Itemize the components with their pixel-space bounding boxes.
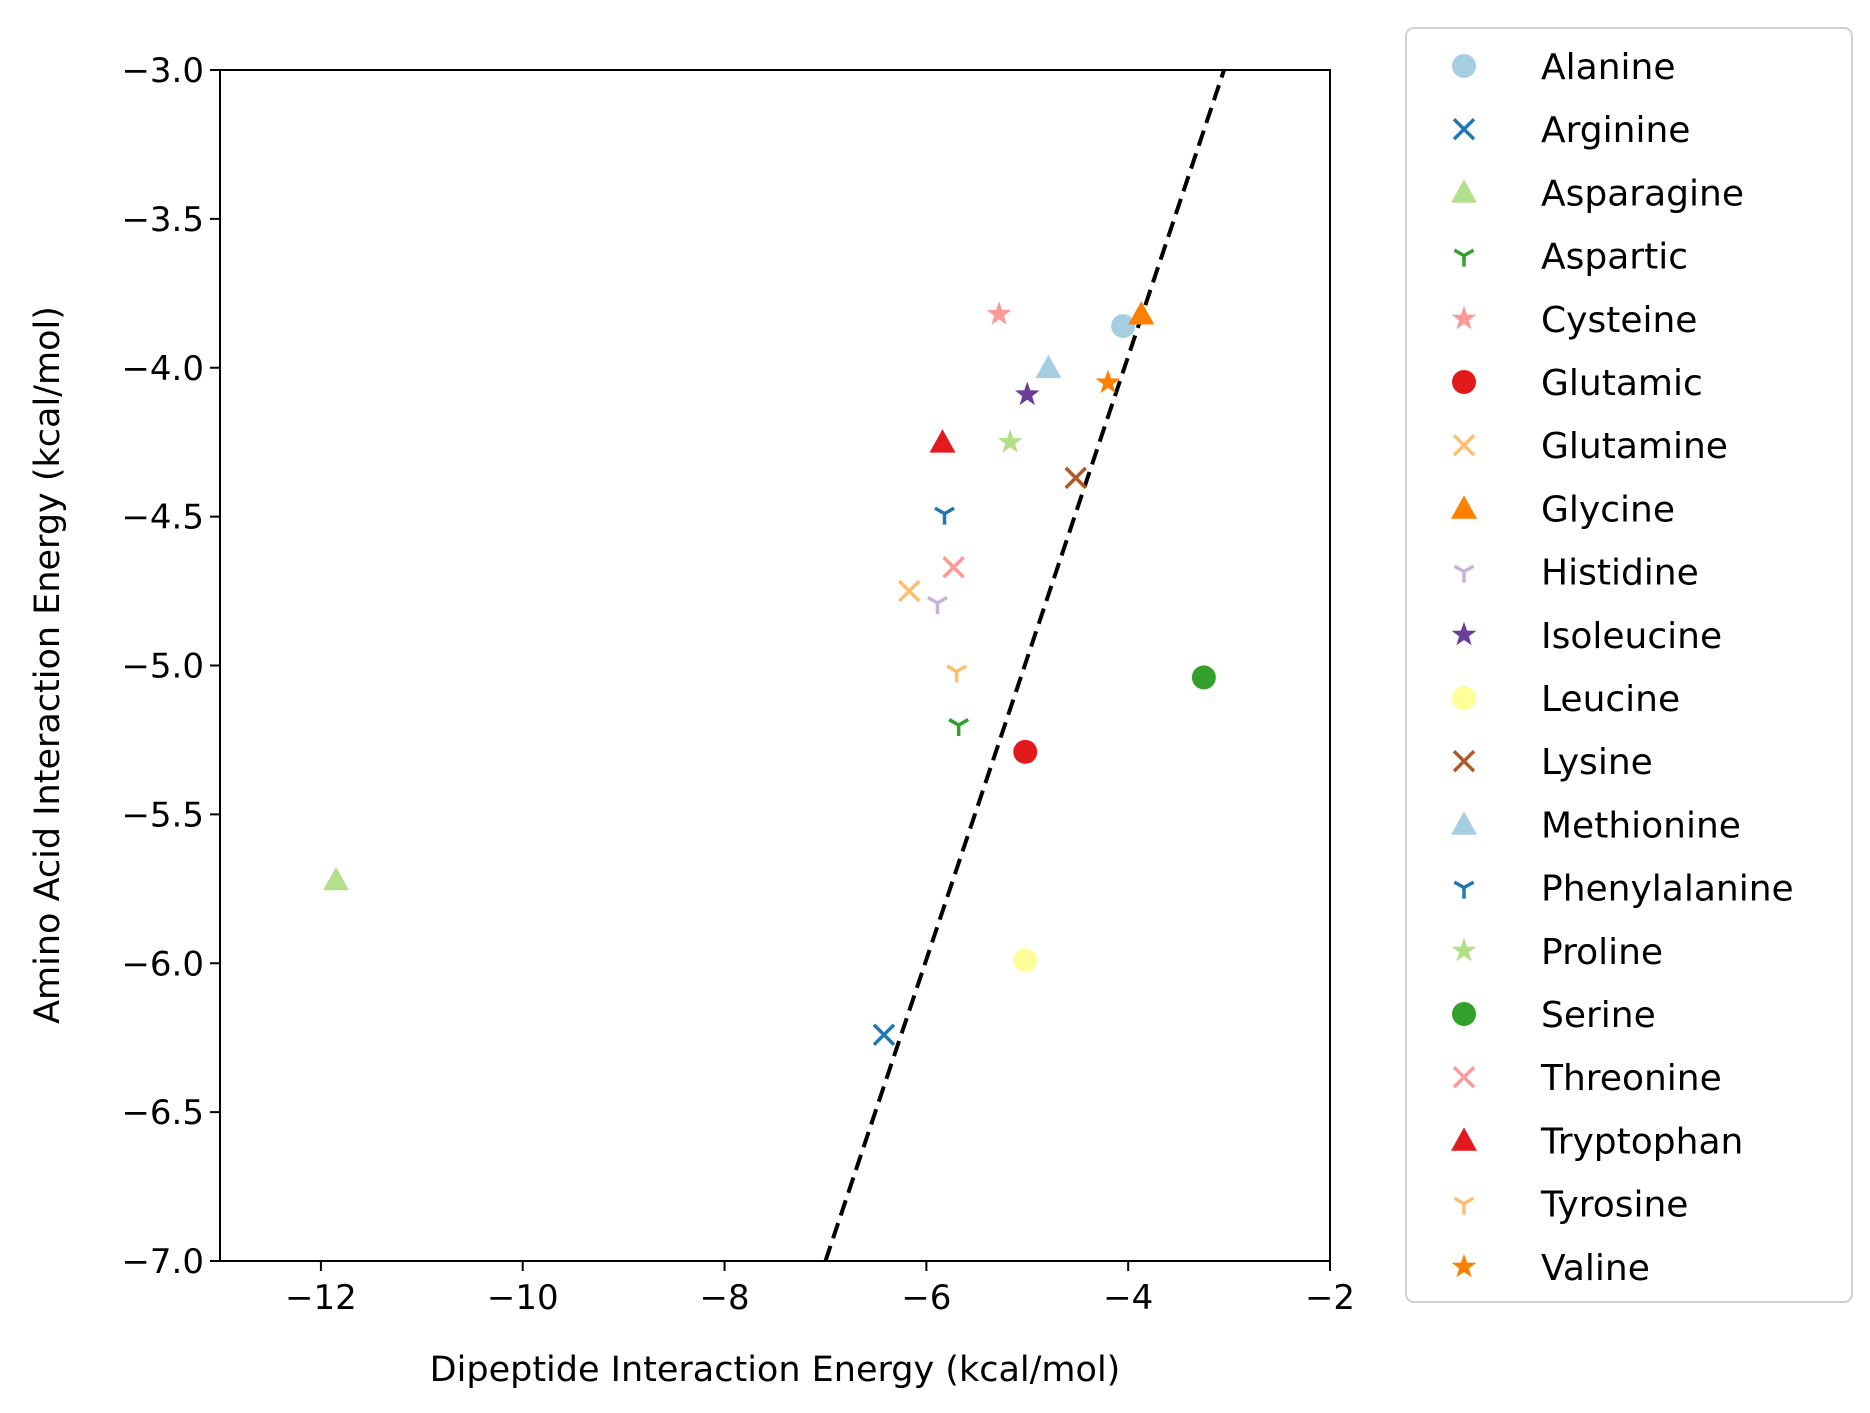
legend-marker-glycine <box>1451 495 1477 519</box>
reference-line <box>823 69 1226 1262</box>
legend-label: Lysine <box>1541 742 1653 783</box>
point-glutamine <box>897 579 921 603</box>
legend-label: Isoleucine <box>1541 616 1722 657</box>
legend-label: Serine <box>1541 995 1656 1036</box>
legend-marker-serine <box>1452 1002 1476 1026</box>
y-tick-label: −4.0 <box>121 349 204 389</box>
legend-marker-aspartic <box>1453 248 1475 267</box>
legend-marker-threonine <box>1452 1065 1476 1089</box>
legend-marker-alanine <box>1452 54 1476 78</box>
point-serine <box>1191 665 1216 690</box>
legend-marker-cysteine <box>1451 305 1477 330</box>
point-glycine <box>1128 301 1155 325</box>
legend-label: Arginine <box>1541 110 1690 151</box>
y-tick-label: −5.0 <box>121 647 204 687</box>
legend-label: Glycine <box>1541 489 1675 530</box>
legend-label: Tyrosine <box>1540 1185 1688 1226</box>
point-asparagine <box>323 866 350 891</box>
y-tick-label: −3.5 <box>121 200 204 240</box>
legend-marker-lysine <box>1452 749 1476 773</box>
legend-marker-proline <box>1451 937 1477 962</box>
point-threonine <box>942 556 965 579</box>
point-tyrosine <box>946 664 968 683</box>
x-tick-label: −12 <box>285 1278 357 1318</box>
legend-label: Glutamic <box>1541 363 1703 404</box>
legend: Alanine Arginine Asparagine Aspartic Cystein… <box>1405 27 1853 1303</box>
point-isoleucine <box>1014 381 1040 406</box>
point-phenylalanine <box>934 506 955 525</box>
legend-marker-glutamine <box>1452 433 1476 457</box>
legend-marker-phenylalanine <box>1453 880 1475 899</box>
legend-label: Cysteine <box>1541 300 1697 341</box>
x-tick-label: −8 <box>699 1278 749 1318</box>
legend-label: Phenylalanine <box>1541 869 1794 910</box>
legend-label: Threonine <box>1540 1058 1722 1099</box>
point-lysine <box>1064 466 1087 490</box>
point-alanine <box>1111 314 1136 339</box>
legend-marker-glutamic <box>1452 370 1476 394</box>
legend-label: Asparagine <box>1541 173 1744 214</box>
point-tryptophan <box>929 429 956 453</box>
legend-marker-leucine <box>1452 686 1476 710</box>
legend-label: Alanine <box>1541 47 1675 88</box>
y-tick-label: −6.0 <box>121 944 204 984</box>
x-tick-label: −6 <box>901 1278 951 1318</box>
legend-label: Leucine <box>1541 679 1680 720</box>
y-axis-ticks: −7.0 −6.5 −6.0 −5.5 −5.0 −4.5 −4.0 −3.5 −3.0 <box>121 51 220 1282</box>
legend-marker-asparagine <box>1451 179 1477 203</box>
point-histidine <box>927 595 948 614</box>
legend-frame <box>1405 27 1853 1303</box>
point-glutamic <box>1013 739 1038 764</box>
plot-marks <box>323 69 1226 1262</box>
legend-label: Aspartic <box>1541 237 1688 278</box>
legend-label: Methionine <box>1541 805 1741 846</box>
y-tick-label: −6.5 <box>121 1093 204 1133</box>
legend-label: Glutamine <box>1541 426 1728 467</box>
legend-marker-tyrosine <box>1453 1196 1475 1215</box>
legend-label: Proline <box>1541 932 1663 973</box>
point-methionine <box>1035 354 1062 379</box>
legend-marker-histidine <box>1453 564 1475 583</box>
point-valine <box>1095 369 1121 394</box>
y-tick-label: −7.0 <box>121 1242 204 1282</box>
y-axis-label: Amino Acid Interaction Energy (kcal/mol) <box>28 306 68 1024</box>
legend-marker-valine <box>1451 1253 1477 1278</box>
x-tick-label: −2 <box>1305 1278 1355 1318</box>
y-tick-label: −4.5 <box>121 498 204 538</box>
point-leucine <box>1013 948 1038 973</box>
legend-items: Alanine Arginine Asparagine Aspartic Cystein… <box>1451 47 1794 1289</box>
y-tick-label: −3.0 <box>121 51 204 91</box>
legend-marker-tryptophan <box>1451 1127 1477 1151</box>
legend-label: Histidine <box>1541 553 1699 594</box>
point-proline <box>997 429 1023 453</box>
x-tick-label: −10 <box>487 1278 559 1318</box>
point-arginine <box>872 1023 896 1046</box>
legend-marker-isoleucine <box>1451 621 1477 646</box>
legend-marker-methionine <box>1451 811 1477 835</box>
x-axis-label: Dipeptide Interaction Energy (kcal/mol) <box>430 1350 1121 1390</box>
legend-marker-arginine <box>1452 117 1476 141</box>
x-axis-ticks: −12 −10 −8 −6 −4 −2 <box>285 1261 1355 1318</box>
y-tick-label: −5.5 <box>121 795 204 835</box>
legend-label: Tryptophan <box>1540 1121 1743 1162</box>
point-aspartic <box>948 718 970 737</box>
x-tick-label: −4 <box>1103 1278 1153 1318</box>
legend-label: Valine <box>1541 1248 1650 1289</box>
point-cysteine <box>986 301 1012 325</box>
